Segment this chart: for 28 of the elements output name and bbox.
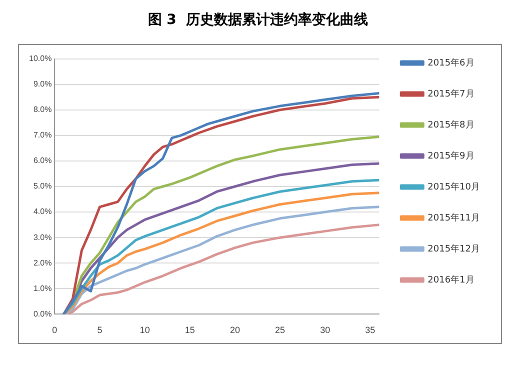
legend-label: 2015年10月: [428, 181, 480, 192]
x-tick-label: 5: [97, 325, 102, 336]
chart-title: 图 3 历史数据累计违约率变化曲线: [148, 11, 368, 28]
x-tick-label: 30: [320, 325, 330, 336]
y-tick-label: 6.0%: [33, 156, 52, 166]
legend-label: 2015年12月: [428, 243, 480, 254]
y-tick-label: 5.0%: [33, 182, 52, 191]
y-tick-label: 7.0%: [33, 130, 52, 140]
x-tick-label: 25: [274, 325, 286, 336]
y-tick-label: 2.0%: [33, 258, 52, 268]
legend-label: 2015年11月: [428, 212, 480, 224]
legend-label: 2015年6月: [428, 57, 474, 68]
y-tick-label: 1.0%: [33, 284, 52, 293]
y-tick-label: 10.0%: [28, 54, 52, 64]
x-tick-label: 0: [52, 325, 58, 336]
y-tick-label: 4.0%: [33, 207, 52, 216]
x-tick-label: 20: [230, 325, 240, 336]
legend-label: 2016年1月: [428, 274, 474, 286]
x-tick-label: 10: [140, 325, 150, 336]
x-tick-label: 15: [184, 325, 195, 336]
y-tick-label: 0.0%: [33, 309, 52, 318]
legend-label: 2015年9月: [428, 150, 474, 162]
x-tick-label: 35: [365, 325, 376, 336]
y-tick-label: 8.0%: [33, 105, 52, 114]
legend-label: 2015年8月: [428, 119, 474, 130]
legend-label: 2015年7月: [428, 88, 474, 100]
y-tick-label: 9.0%: [33, 80, 52, 89]
y-tick-label: 3.0%: [33, 232, 52, 242]
